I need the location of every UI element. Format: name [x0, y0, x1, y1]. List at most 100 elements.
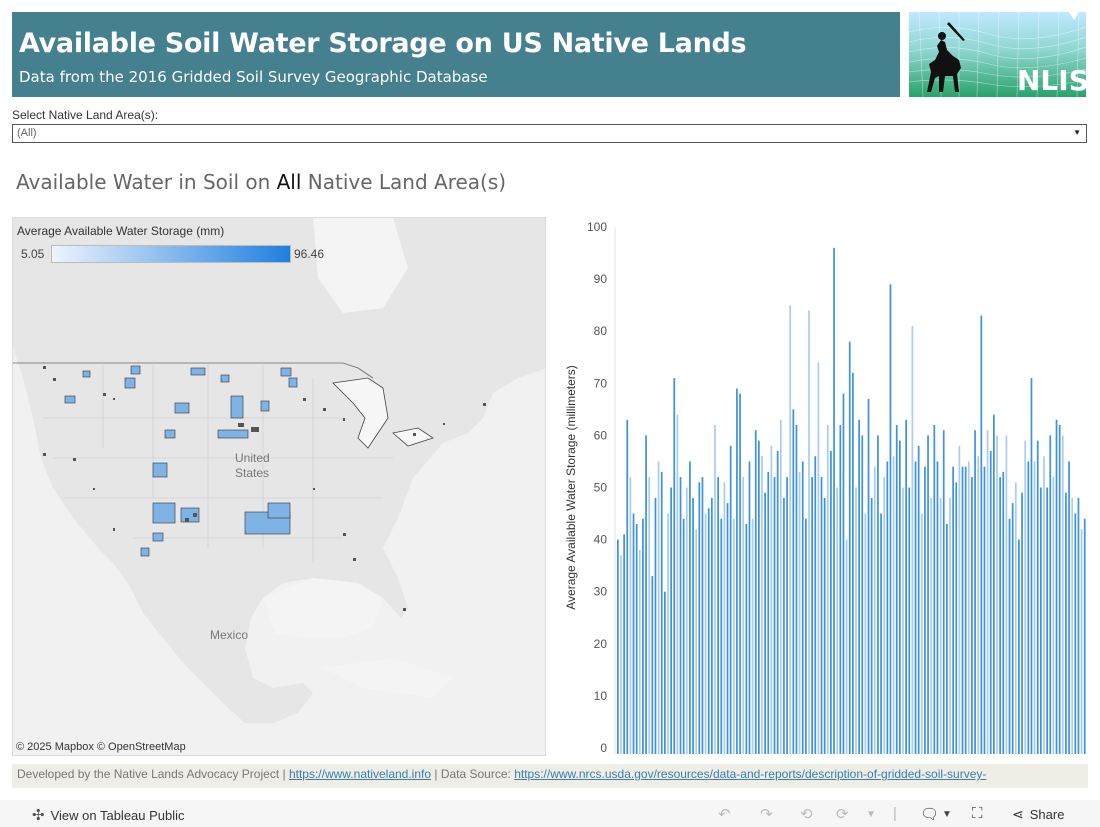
bar[interactable] — [758, 440, 760, 754]
bar[interactable] — [873, 466, 876, 754]
bar[interactable] — [651, 576, 654, 754]
bar[interactable] — [635, 523, 638, 754]
bar[interactable] — [989, 451, 992, 754]
bar[interactable] — [826, 424, 829, 754]
bar[interactable] — [1008, 518, 1011, 754]
bar[interactable] — [1033, 461, 1036, 754]
bar[interactable] — [845, 539, 848, 754]
bar[interactable] — [980, 315, 983, 754]
bar[interactable] — [657, 461, 660, 754]
bar[interactable] — [852, 372, 854, 754]
bar[interactable] — [695, 529, 698, 754]
bar[interactable] — [1005, 435, 1008, 754]
bar[interactable] — [836, 487, 839, 755]
bar[interactable] — [1083, 518, 1086, 754]
bar[interactable] — [974, 430, 976, 754]
bar[interactable] — [742, 477, 745, 754]
bar[interactable] — [842, 393, 845, 754]
bar[interactable] — [861, 435, 864, 754]
bar[interactable] — [795, 424, 798, 754]
bar[interactable] — [720, 518, 723, 754]
bar[interactable] — [927, 435, 929, 754]
bar[interactable] — [820, 477, 823, 754]
bar[interactable] — [685, 487, 688, 755]
bar[interactable] — [739, 393, 741, 754]
bar[interactable] — [1052, 477, 1055, 754]
bar[interactable] — [676, 414, 679, 754]
bar[interactable] — [867, 398, 870, 754]
bar[interactable] — [939, 497, 942, 754]
bar[interactable] — [823, 497, 826, 754]
bar[interactable] — [902, 487, 904, 755]
bar[interactable] — [654, 497, 657, 754]
bar[interactable] — [911, 325, 914, 754]
bar[interactable] — [924, 466, 926, 754]
bar[interactable] — [892, 456, 895, 754]
bar[interactable] — [952, 466, 954, 754]
bar[interactable] — [770, 445, 773, 754]
bar[interactable] — [748, 461, 751, 754]
bar[interactable] — [967, 461, 970, 754]
bar[interactable] — [958, 445, 961, 754]
bar[interactable] — [1002, 471, 1005, 754]
view-on-tableau-button[interactable]: ✣ View on Tableau Public — [32, 806, 185, 824]
bar[interactable] — [726, 503, 729, 754]
bar[interactable] — [1040, 487, 1042, 755]
bar[interactable] — [905, 419, 907, 754]
bar[interactable] — [1014, 482, 1017, 754]
redo-icon[interactable]: ↷ — [760, 806, 773, 823]
bar[interactable] — [689, 461, 691, 754]
bar[interactable] — [761, 456, 763, 754]
bar[interactable] — [961, 466, 964, 754]
bar[interactable] — [889, 284, 892, 754]
bar[interactable] — [1058, 424, 1061, 754]
bar[interactable] — [946, 523, 948, 754]
bar[interactable] — [714, 424, 716, 754]
bar[interactable] — [999, 477, 1001, 754]
bar[interactable] — [955, 482, 958, 754]
bar[interactable] — [877, 435, 879, 754]
bar[interactable] — [1043, 456, 1045, 754]
bar[interactable] — [732, 518, 735, 754]
bar[interactable] — [736, 388, 738, 754]
bar[interactable] — [667, 513, 669, 754]
bar[interactable] — [682, 518, 685, 754]
comment-dropdown-icon[interactable]: ▼ — [942, 809, 952, 820]
bar[interactable] — [808, 310, 810, 754]
bar[interactable] — [899, 440, 901, 754]
bar[interactable] — [848, 341, 851, 754]
bar[interactable] — [908, 487, 911, 755]
bar[interactable] — [1077, 497, 1080, 754]
bar[interactable] — [786, 477, 788, 754]
bar[interactable] — [1055, 419, 1058, 754]
bar[interactable] — [942, 430, 945, 754]
bar[interactable] — [679, 477, 682, 754]
bar[interactable] — [798, 471, 801, 754]
bar[interactable] — [660, 471, 663, 754]
refresh-dropdown-icon[interactable]: ▼ — [866, 809, 876, 820]
bar[interactable] — [880, 513, 882, 754]
native-lands-map[interactable]: Average Available Water Storage (mm) 5.0… — [12, 217, 546, 756]
nlis-logo[interactable]: NLIS — [909, 12, 1086, 97]
bar[interactable] — [996, 435, 998, 754]
comment-icon[interactable]: 🗨 — [920, 806, 940, 823]
bar[interactable] — [645, 435, 647, 754]
bar[interactable] — [1027, 461, 1030, 754]
native-land-area-dropdown[interactable]: (All) ▼ — [12, 124, 1087, 143]
bar[interactable] — [642, 518, 644, 754]
bar[interactable] — [779, 419, 782, 754]
bar[interactable] — [648, 477, 651, 754]
bar[interactable] — [789, 305, 792, 754]
nativeland-link[interactable]: https://www.nativeland.info — [288, 767, 432, 781]
bar[interactable] — [986, 430, 989, 754]
bar[interactable] — [664, 591, 666, 754]
bar[interactable] — [855, 487, 857, 755]
fullscreen-icon[interactable]: ⛶ — [972, 805, 983, 822]
bar[interactable] — [817, 362, 820, 754]
bar[interactable] — [692, 497, 694, 754]
bar[interactable] — [711, 497, 713, 754]
bar[interactable] — [723, 482, 726, 754]
bar[interactable] — [707, 508, 710, 754]
bar[interactable] — [1036, 440, 1039, 754]
bar[interactable] — [977, 456, 980, 754]
